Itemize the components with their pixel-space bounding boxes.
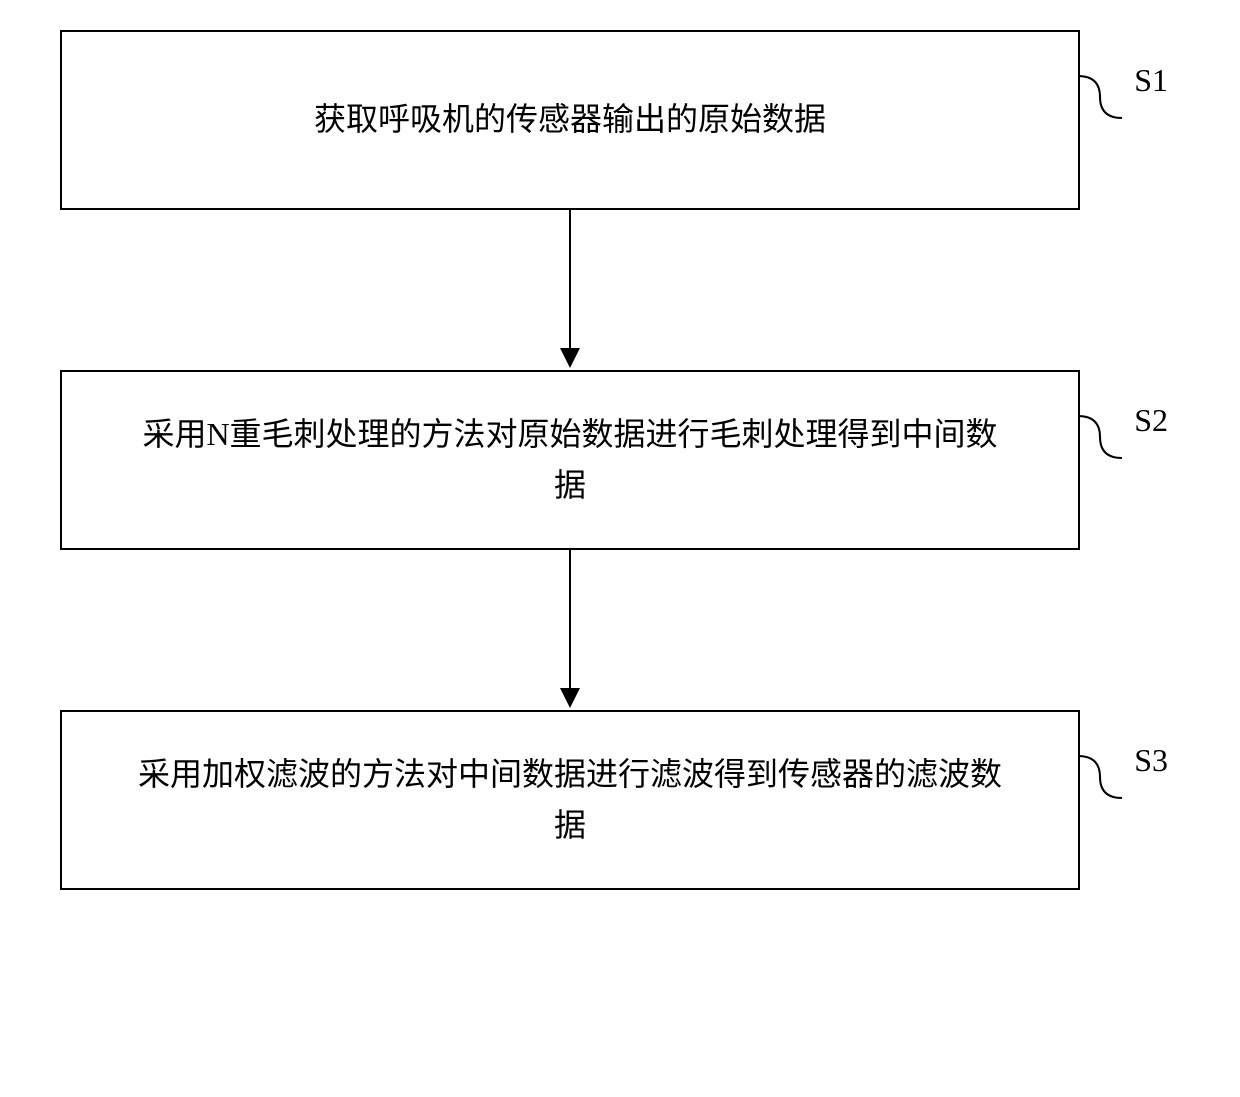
flowchart-container: 获取呼吸机的传感器输出的原始数据 S1 采用N重毛刺处理的方法对原始数据进行毛刺… bbox=[60, 30, 1170, 890]
arrow-s1-s2 bbox=[60, 210, 1080, 370]
step-text-s3: 采用加权滤波的方法对中间数据进行滤波得到传感器的滤波数据 bbox=[98, 749, 1042, 851]
label-connector-s2 bbox=[1078, 412, 1126, 462]
step-box-s1: 获取呼吸机的传感器输出的原始数据 S1 bbox=[60, 30, 1080, 210]
step-label-s2: S2 bbox=[1134, 402, 1168, 439]
arrow-s2-s3 bbox=[60, 550, 1080, 710]
step-label-s1: S1 bbox=[1134, 62, 1168, 99]
step-text-s2: 采用N重毛刺处理的方法对原始数据进行毛刺处理得到中间数据 bbox=[102, 409, 1037, 511]
label-connector-s1 bbox=[1078, 72, 1126, 122]
step-box-s3: 采用加权滤波的方法对中间数据进行滤波得到传感器的滤波数据 S3 bbox=[60, 710, 1080, 890]
label-connector-s3 bbox=[1078, 752, 1126, 802]
step-label-s3: S3 bbox=[1134, 742, 1168, 779]
step-box-s2: 采用N重毛刺处理的方法对原始数据进行毛刺处理得到中间数据 S2 bbox=[60, 370, 1080, 550]
step-text-s1: 获取呼吸机的传感器输出的原始数据 bbox=[274, 94, 866, 145]
